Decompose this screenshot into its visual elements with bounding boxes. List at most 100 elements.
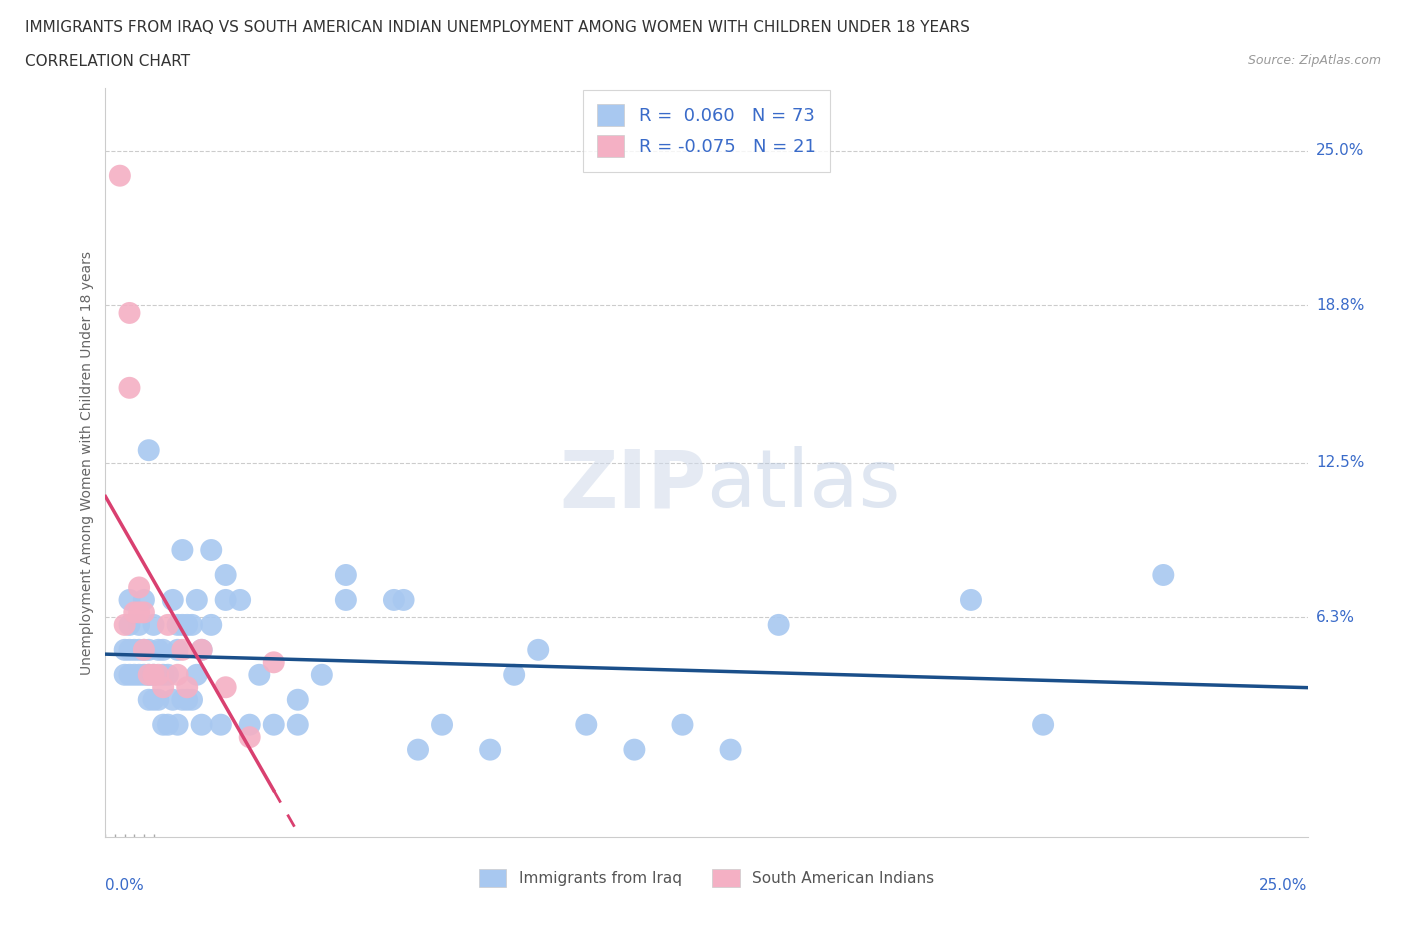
Point [142, 618, 165, 632]
Point [181, 618, 204, 632]
Point [503, 668, 526, 683]
Point [214, 592, 236, 607]
Text: 18.8%: 18.8% [1316, 298, 1364, 313]
Point [128, 605, 150, 620]
Point [156, 717, 179, 732]
Point [108, 168, 131, 183]
Point [239, 717, 262, 732]
Point [132, 643, 155, 658]
Point [132, 605, 155, 620]
Point [152, 680, 174, 695]
Point [335, 592, 357, 607]
Point [214, 680, 236, 695]
Point [166, 668, 188, 683]
Point [247, 668, 270, 683]
Point [156, 668, 179, 683]
Point [124, 668, 146, 683]
Point [118, 380, 141, 395]
Legend: Immigrants from Iraq, South American Indians: Immigrants from Iraq, South American Ind… [472, 863, 941, 893]
Point [166, 643, 188, 658]
Point [148, 668, 170, 683]
Point [181, 692, 204, 707]
Point [142, 668, 165, 683]
Point [623, 742, 645, 757]
Point [132, 668, 155, 683]
Point [124, 605, 146, 620]
Point [118, 643, 141, 658]
Point [479, 742, 502, 757]
Point [162, 692, 184, 707]
Text: 25.0%: 25.0% [1316, 143, 1364, 158]
Point [190, 643, 212, 658]
Point [118, 618, 141, 632]
Point [138, 692, 160, 707]
Point [214, 567, 236, 582]
Point [114, 668, 136, 683]
Point [287, 692, 309, 707]
Point [392, 592, 415, 607]
Point [166, 717, 188, 732]
Point [1152, 567, 1174, 582]
Point [186, 592, 208, 607]
Point [406, 742, 429, 757]
Point [142, 668, 165, 683]
Point [209, 717, 232, 732]
Point [263, 655, 285, 670]
Point [138, 443, 160, 458]
Point [166, 618, 188, 632]
Text: Source: ZipAtlas.com: Source: ZipAtlas.com [1247, 54, 1381, 67]
Point [148, 643, 170, 658]
Point [527, 643, 550, 658]
Text: 25.0%: 25.0% [1260, 878, 1308, 893]
Point [190, 717, 212, 732]
Text: CORRELATION CHART: CORRELATION CHART [25, 54, 190, 69]
Point [152, 668, 174, 683]
Point [118, 592, 141, 607]
Point [172, 643, 194, 658]
Point [229, 592, 252, 607]
Point [200, 542, 222, 557]
Point [335, 567, 357, 582]
Point [162, 592, 184, 607]
Point [132, 592, 155, 607]
Point [138, 668, 160, 683]
Text: ZIP: ZIP [560, 446, 707, 525]
Point [138, 668, 160, 683]
Point [128, 668, 150, 683]
Point [132, 643, 155, 658]
Y-axis label: Unemployment Among Women with Children Under 18 years: Unemployment Among Women with Children U… [80, 251, 94, 674]
Text: IMMIGRANTS FROM IRAQ VS SOUTH AMERICAN INDIAN UNEMPLOYMENT AMONG WOMEN WITH CHIL: IMMIGRANTS FROM IRAQ VS SOUTH AMERICAN I… [25, 20, 970, 35]
Point [186, 668, 208, 683]
Point [575, 717, 598, 732]
Point [152, 643, 174, 658]
Point [263, 717, 285, 732]
Text: 6.3%: 6.3% [1316, 610, 1355, 625]
Text: atlas: atlas [707, 446, 901, 525]
Point [1032, 717, 1054, 732]
Point [768, 618, 790, 632]
Point [114, 643, 136, 658]
Text: 0.0%: 0.0% [105, 878, 145, 893]
Point [190, 643, 212, 658]
Point [176, 618, 198, 632]
Point [430, 717, 453, 732]
Point [720, 742, 742, 757]
Point [176, 692, 198, 707]
Point [172, 692, 194, 707]
Point [311, 668, 333, 683]
Point [148, 692, 170, 707]
Point [172, 542, 194, 557]
Point [156, 618, 179, 632]
Point [128, 643, 150, 658]
Point [287, 717, 309, 732]
Point [176, 680, 198, 695]
Point [152, 717, 174, 732]
Text: 12.5%: 12.5% [1316, 455, 1364, 471]
Point [128, 580, 150, 595]
Point [671, 717, 693, 732]
Point [118, 305, 141, 320]
Point [114, 618, 136, 632]
Point [118, 668, 141, 683]
Point [960, 592, 983, 607]
Point [172, 618, 194, 632]
